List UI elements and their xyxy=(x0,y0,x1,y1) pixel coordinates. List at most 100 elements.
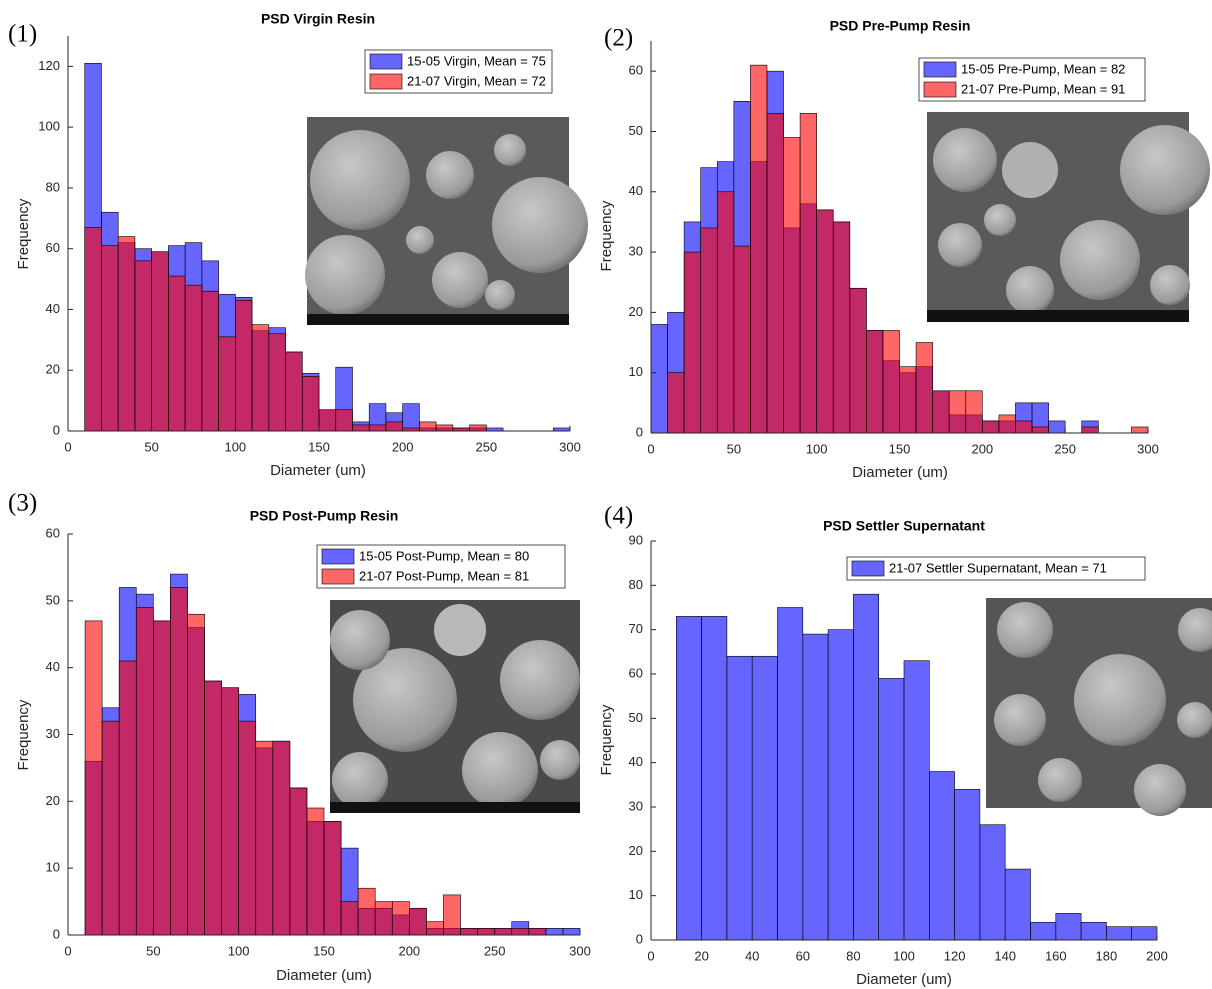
y-tick-label: 30 xyxy=(46,726,60,741)
y-tick-label: 20 xyxy=(46,793,60,808)
x-tick-label: 50 xyxy=(144,439,158,454)
bar xyxy=(675,616,702,941)
panel-label: (4) xyxy=(604,503,633,530)
bar xyxy=(368,424,387,432)
bar xyxy=(340,901,359,936)
legend-swatch xyxy=(923,61,957,78)
bar xyxy=(849,287,867,434)
x-tick-label: 200 xyxy=(398,943,420,958)
legend-swatch xyxy=(321,568,355,585)
y-tick-label: 0 xyxy=(53,422,60,437)
bar xyxy=(391,901,410,936)
bar xyxy=(268,333,286,432)
bar xyxy=(562,928,581,936)
bar xyxy=(204,680,222,936)
bar xyxy=(1131,926,1158,941)
bar xyxy=(1030,921,1057,941)
x-tick-label: 50 xyxy=(146,943,160,958)
legend-label: 15-05 Pre-Pump, Mean = 82 xyxy=(961,61,1125,76)
bar xyxy=(168,275,186,432)
x-tick-label: 250 xyxy=(484,943,506,958)
x-tick-label: 100 xyxy=(806,441,828,456)
bar xyxy=(235,300,253,432)
bar xyxy=(716,191,735,434)
bar xyxy=(135,607,154,936)
x-tick-label: 100 xyxy=(228,943,250,958)
x-tick-label: 100 xyxy=(224,439,246,454)
panel-label: (2) xyxy=(604,25,633,52)
y-tick-label: 80 xyxy=(46,179,60,194)
bar xyxy=(153,620,171,936)
bar xyxy=(1131,426,1149,434)
y-tick-label: 80 xyxy=(629,577,643,592)
x-tick-label: 80 xyxy=(846,948,860,963)
bar xyxy=(426,921,444,936)
bar xyxy=(751,655,778,941)
bar xyxy=(301,376,320,432)
bar xyxy=(218,336,236,432)
bar xyxy=(915,342,933,434)
bar xyxy=(289,787,308,936)
bar xyxy=(816,209,834,434)
bar xyxy=(878,678,905,941)
y-tick-label: 50 xyxy=(629,123,643,138)
bar xyxy=(511,928,530,936)
y-axis-label: Frequency xyxy=(598,200,615,271)
bar xyxy=(84,620,103,936)
y-tick-label: 0 xyxy=(53,926,60,941)
y-tick-label: 40 xyxy=(629,183,643,198)
bar xyxy=(998,414,1016,434)
bar xyxy=(882,330,900,434)
bar xyxy=(374,901,393,936)
x-tick-label: 300 xyxy=(569,943,591,958)
bar xyxy=(101,245,119,432)
bar xyxy=(357,887,376,936)
bar xyxy=(1031,426,1049,434)
x-tick-label: 300 xyxy=(559,439,581,454)
bar xyxy=(827,629,854,941)
bar xyxy=(255,740,274,936)
bar xyxy=(965,390,983,434)
x-tick-label: 0 xyxy=(64,943,71,958)
bar xyxy=(1081,426,1099,434)
y-axis-label: Frequency xyxy=(598,704,615,775)
x-tick-label: 0 xyxy=(64,439,71,454)
bar xyxy=(866,330,884,434)
legend-swatch xyxy=(321,548,355,565)
bar xyxy=(777,607,804,941)
y-tick-label: 70 xyxy=(629,621,643,636)
x-axis-label: Diameter (um) xyxy=(270,462,366,479)
bar xyxy=(726,655,753,941)
chart-title: PSD Settler Supernatant xyxy=(823,518,985,534)
y-tick-label: 10 xyxy=(46,860,60,875)
legend-swatch xyxy=(923,81,957,98)
bar xyxy=(899,366,917,434)
bar xyxy=(700,227,718,434)
panel: 0 50 100 150 200 250 300 0 10 20 30 40 50 60 xyxy=(629,41,1159,456)
x-tick-label: 160 xyxy=(1045,948,1067,963)
bar xyxy=(118,660,137,936)
bar xyxy=(335,409,353,432)
y-tick-label: 60 xyxy=(629,665,643,680)
x-tick-label: 60 xyxy=(796,948,810,963)
bar xyxy=(1004,868,1031,941)
bar xyxy=(932,390,950,434)
legend-label: 21-07 Post-Pump, Mean = 81 xyxy=(359,568,529,583)
chart-title: PSD Post-Pump Resin xyxy=(250,508,399,524)
bar xyxy=(667,372,685,434)
bar xyxy=(238,720,257,936)
legend-label: 21-07 Virgin, Mean = 72 xyxy=(407,73,546,88)
legend-box xyxy=(918,57,1146,102)
x-tick-label: 50 xyxy=(727,441,741,456)
bar xyxy=(494,928,513,936)
y-tick-label: 60 xyxy=(46,240,60,255)
x-tick-label: 140 xyxy=(994,948,1016,963)
x-tick-label: 200 xyxy=(1146,948,1168,963)
bar xyxy=(184,284,203,432)
bar xyxy=(954,788,981,941)
x-tick-label: 40 xyxy=(745,948,759,963)
bar xyxy=(1048,420,1066,434)
bar xyxy=(469,424,487,432)
bar xyxy=(802,633,829,941)
